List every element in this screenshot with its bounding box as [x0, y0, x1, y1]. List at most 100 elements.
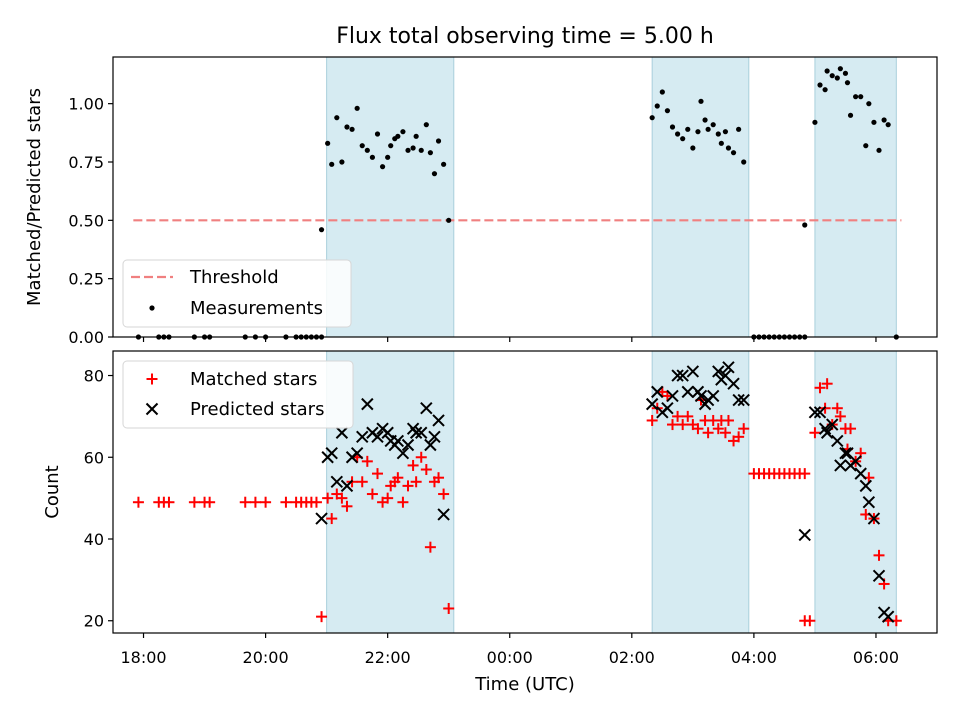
- predicted-star-point: [409, 426, 423, 439]
- measurement-point: [349, 126, 355, 132]
- matched-star-point: [132, 496, 144, 508]
- ratio-y-tick-label: 0.50: [68, 211, 104, 230]
- matched-star-point: [845, 423, 857, 435]
- ratio-panel: 0.00 0.25 0.50 0.75 1.00 Matched/Predicted s…: [24, 56, 938, 347]
- measurements-legend-label: Measurements: [190, 298, 323, 319]
- count-y-tick-label: 80: [84, 367, 104, 386]
- measurement-point: [715, 131, 721, 137]
- measurement-point: [847, 112, 854, 118]
- matched-star-point: [415, 451, 427, 463]
- x-axis-label: Time (UTC): [474, 674, 575, 695]
- predicted-star-point: [831, 434, 844, 448]
- measurement-point: [649, 115, 655, 121]
- count-y-axis-label: Count: [42, 465, 63, 518]
- matched-star-point: [719, 427, 731, 439]
- observing-windows: [326, 56, 897, 338]
- count-y-ticks: 20 40 60 80: [84, 367, 113, 631]
- matched-star-point: [443, 602, 455, 614]
- predicted-star-point: [732, 393, 745, 407]
- measurement-point: [344, 124, 350, 130]
- predicted-star-point: [661, 402, 674, 415]
- matched-star-point: [392, 472, 404, 484]
- predicted-star-point: [401, 438, 415, 452]
- measurement-point: [685, 126, 691, 132]
- predicted-star-point: [330, 475, 344, 488]
- predicted-star-point: [325, 446, 338, 460]
- measurement-point: [329, 161, 335, 167]
- measurement-point: [664, 108, 671, 114]
- matched-star-point: [661, 390, 673, 402]
- count-panel-frame: [112, 350, 938, 634]
- matched-star-point: [326, 513, 338, 525]
- predicted-star-point: [415, 426, 428, 439]
- matched-star-point: [397, 496, 409, 508]
- predicted-star-point: [315, 512, 328, 525]
- measurement-point: [802, 222, 808, 228]
- measurement-point: [431, 171, 438, 177]
- matched-star-point: [667, 419, 679, 431]
- matched-star-point: [316, 611, 328, 623]
- matched-star-point: [204, 496, 216, 508]
- matched-star-point: [821, 378, 833, 390]
- matched-star-point: [424, 541, 436, 553]
- x-tick-label: 00:00: [487, 648, 533, 667]
- predicted-star-point: [428, 430, 441, 444]
- x-tick-label: 02:00: [609, 648, 655, 667]
- ratio-y-tick-label: 0.00: [68, 328, 104, 347]
- matched-star-point: [804, 615, 816, 627]
- predicted-star-point: [813, 406, 827, 419]
- measurement-point: [669, 124, 676, 130]
- measurement-point: [866, 101, 872, 107]
- predicted-star-point: [706, 389, 720, 403]
- measurement-point: [829, 73, 835, 79]
- measurement-point: [853, 94, 859, 100]
- predicted-star-point: [350, 446, 364, 460]
- predicted-star-point: [881, 610, 895, 623]
- measurement-point: [654, 103, 660, 109]
- measurement-point: [702, 117, 708, 123]
- matched-star-point: [677, 419, 689, 431]
- count-points: [132, 361, 902, 627]
- measurement-point: [318, 227, 325, 233]
- count-panel: 20 40 60 80 18:00 20:00 22:00 00:00 02:00 04:00 0…: [42, 350, 938, 695]
- count-y-tick-label: 40: [84, 530, 104, 549]
- measurement-point: [834, 75, 840, 81]
- measurement-point: [674, 131, 681, 137]
- matched-star-point: [410, 476, 422, 488]
- matched-star-point: [733, 431, 745, 443]
- measurement-point: [736, 126, 742, 132]
- matched-star-point: [682, 410, 694, 422]
- matched-star-point: [366, 488, 378, 500]
- predicted-star-point: [834, 459, 847, 472]
- measurement-point: [817, 82, 823, 88]
- measurement-point: [413, 133, 419, 139]
- matched-star-point: [873, 549, 885, 561]
- matched-star-point: [420, 464, 432, 476]
- measurement-point: [690, 145, 696, 151]
- measurement-point: [718, 140, 724, 146]
- matched-star-point: [322, 492, 334, 504]
- predicted-star-point: [798, 528, 811, 542]
- measurement-point: [427, 150, 433, 156]
- measurement-point: [722, 129, 729, 135]
- matched-legend-swatch: [146, 373, 158, 385]
- measurements-legend-swatch: [149, 305, 155, 311]
- x-tick-label: 20:00: [243, 648, 289, 667]
- predicted-star-point: [424, 438, 437, 452]
- chart-title: Flux total observing time = 5.00 h: [336, 24, 714, 49]
- predicted-star-point: [686, 365, 700, 378]
- matched-star-point: [382, 492, 394, 504]
- measurement-point: [435, 138, 442, 144]
- matched-star-point: [371, 468, 383, 480]
- matched-star-point: [361, 455, 373, 467]
- matched-star-point: [407, 459, 419, 471]
- matched-star-point: [672, 410, 684, 422]
- measurement-point: [812, 119, 818, 125]
- predicted-star-point: [396, 446, 410, 460]
- measurement-point: [369, 154, 376, 160]
- measurement-point: [876, 147, 882, 153]
- measurement-point: [725, 145, 732, 151]
- observing-window: [326, 350, 455, 634]
- matched-star-point: [260, 496, 272, 508]
